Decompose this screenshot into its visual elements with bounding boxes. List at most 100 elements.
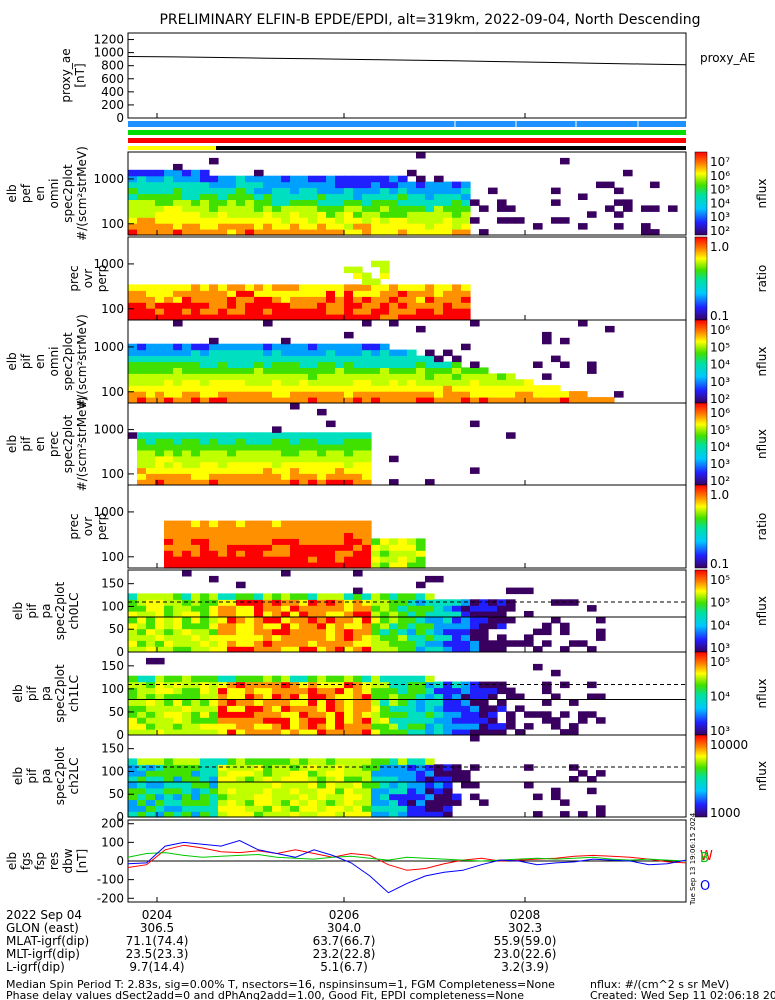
heatmap-cell (155, 379, 165, 386)
heatmap-cell (227, 693, 237, 700)
heatmap-cell (209, 526, 219, 533)
heatmap-cell (299, 379, 309, 386)
y-axis-label: res (47, 852, 61, 870)
heatmap-cell (227, 193, 237, 200)
heatmap-cell (317, 599, 327, 606)
heatmap-cell (317, 550, 327, 557)
heatmap-cell (344, 373, 354, 380)
heatmap-cell (569, 391, 579, 398)
colorbar-label: nflux (755, 761, 769, 791)
heatmap-cell (515, 397, 525, 404)
heatmap-cell (191, 711, 201, 718)
heatmap-cell (407, 599, 417, 606)
heatmap-cell (353, 397, 363, 404)
heatmap-cell (452, 379, 462, 386)
heatmap-cell (533, 391, 543, 398)
heatmap-cell (236, 538, 246, 545)
heatmap-cell (488, 616, 498, 624)
heatmap-cell (137, 628, 147, 636)
heatmap-cell (605, 397, 615, 404)
heatmap-cell (344, 550, 354, 557)
heatmap-cell (434, 217, 444, 224)
heatmap-cell (290, 217, 300, 224)
heatmap-cell (128, 181, 138, 189)
heatmap-cell (371, 302, 381, 309)
heatmap-cell (434, 199, 444, 206)
heatmap-cell (353, 640, 363, 647)
heatmap-cell (308, 758, 318, 765)
heatmap-cell (380, 308, 390, 315)
heatmap-cell (272, 764, 282, 771)
heatmap-cell (443, 787, 453, 795)
heatmap-cell (326, 449, 336, 457)
heatmap-cell (173, 758, 183, 765)
heatmap-cell (506, 391, 516, 398)
heatmap-cell (596, 181, 606, 189)
heatmap-cell (344, 538, 354, 545)
heatmap-cell (191, 811, 201, 818)
heatmap-cell (146, 211, 156, 218)
heatmap-cell (173, 461, 183, 469)
heatmap-cell (281, 616, 291, 624)
heatmap-cell (173, 320, 183, 327)
heatmap-cell (308, 461, 318, 469)
heatmap-cell (461, 367, 471, 374)
heatmap-cell (200, 314, 210, 321)
heatmap-cell (362, 473, 372, 480)
heatmap-cell (182, 693, 192, 700)
heatmap-cell (335, 764, 345, 771)
heatmap-cell (362, 181, 372, 189)
heatmap-cell (425, 284, 435, 291)
heatmap-cell (416, 634, 426, 641)
heatmap-cell (137, 290, 147, 297)
heatmap-cell (164, 438, 174, 445)
heatmap-cell (245, 479, 255, 486)
heatmap-cell (164, 787, 174, 795)
heatmap-cell (299, 461, 309, 469)
heatmap-cell (389, 175, 399, 183)
heatmap-cell (182, 367, 192, 374)
heatmap-cell (461, 770, 471, 777)
heatmap-cell (335, 449, 345, 457)
heatmap-cell (254, 355, 264, 363)
heatmap-cell (227, 770, 237, 777)
heatmap-cell (416, 187, 426, 195)
series-label-b: B (700, 851, 709, 866)
heatmap-cell (236, 314, 246, 321)
heatmap-cell (389, 605, 399, 612)
heatmap-cell (317, 314, 327, 321)
heatmap-cell (434, 223, 444, 230)
heatmap-cell (218, 811, 228, 818)
heatmap-cell (281, 599, 291, 606)
y-axis-label: fsp (33, 852, 47, 870)
heatmap-cell (353, 217, 363, 224)
heatmap-cell (227, 764, 237, 771)
heatmap-cell (164, 705, 174, 712)
heatmap-cell (128, 628, 138, 636)
heatmap-cell (380, 646, 390, 653)
heatmap-cell (128, 193, 138, 200)
heatmap-cell (281, 175, 291, 183)
y-axis-label: elb (5, 852, 19, 870)
heatmap-cell (326, 729, 336, 736)
heatmap-cell (254, 811, 264, 818)
colorbar-label: nflux (755, 347, 769, 377)
heatmap-cell (308, 781, 318, 789)
footer-line-1: Median Spin Period T: 2.83s, sig=0.00% T… (6, 978, 555, 991)
heatmap-cell (299, 781, 309, 789)
heatmap-cell (299, 449, 309, 457)
heatmap-cell (227, 799, 237, 806)
heatmap-cell (281, 373, 291, 380)
heatmap-cell (479, 385, 489, 392)
heatmap-cell (182, 314, 192, 321)
heatmap-cell (416, 325, 426, 333)
heatmap-cell (155, 616, 165, 624)
heatmap-cell (245, 473, 255, 480)
heatmap-cell (254, 367, 264, 374)
heatmap-cell (155, 705, 165, 712)
heatmap-cell (263, 675, 273, 683)
heatmap-cell (389, 455, 399, 463)
heatmap-cell (308, 349, 318, 357)
heatmap-cell (155, 314, 165, 321)
heatmap-cell (398, 646, 408, 653)
